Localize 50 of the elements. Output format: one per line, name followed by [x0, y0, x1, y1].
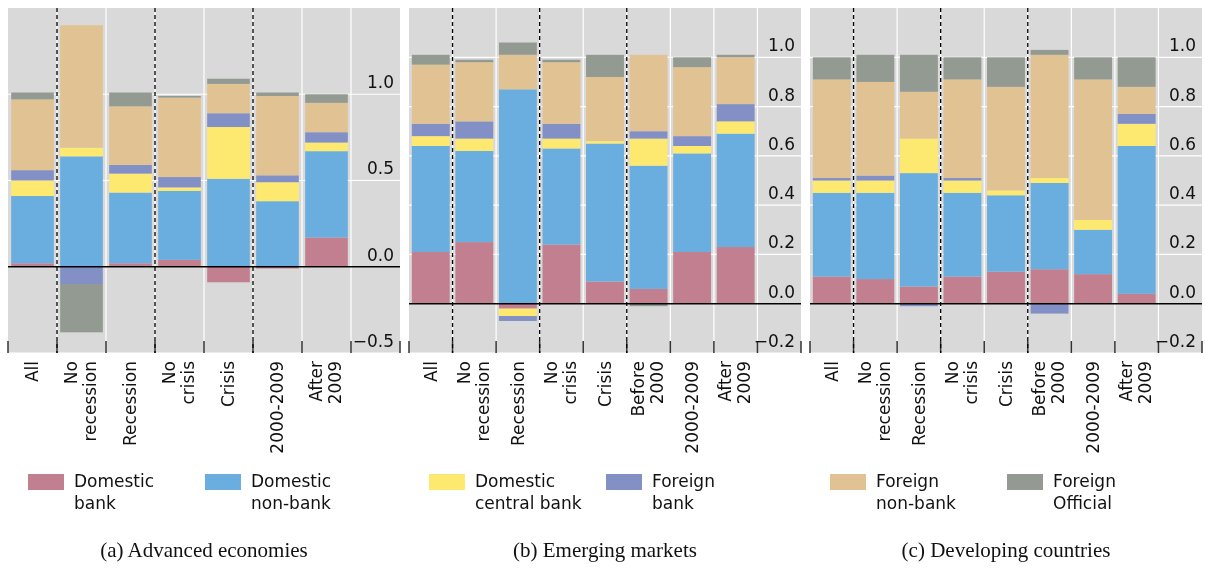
x-tick-label: Recession: [120, 361, 141, 446]
legend-label: Foreign non-bank: [876, 471, 957, 513]
y-tick-label: 0.6: [1168, 133, 1196, 154]
x-tick-label: 2000-2009: [682, 361, 703, 454]
x-tick-label: After 2009: [306, 360, 345, 405]
x-tick-label: No recession: [454, 361, 493, 442]
x-tick-label: Crisis: [995, 360, 1016, 408]
x-tick-label: No crisis: [541, 360, 580, 405]
x-tick-label: All: [821, 361, 842, 383]
x-tick-label: After 2009: [1116, 360, 1156, 405]
text: (a) Advanced economies: [100, 538, 308, 562]
y-tick-label: −0.2: [753, 330, 795, 351]
y-tick-label: 0.2: [1168, 232, 1196, 253]
y-tick-label: 0.4: [767, 183, 795, 204]
x-tick-label: All: [420, 361, 441, 383]
y-tick-label: 0.5: [366, 158, 394, 179]
x-tick-label: Crisis: [218, 360, 239, 408]
x-tick-label: Before 2000: [628, 361, 668, 417]
y-tick-label: 0.0: [366, 244, 394, 265]
x-tick-label: 2000-2009: [267, 361, 288, 454]
y-tick-label: 0.0: [767, 281, 795, 302]
y-tick-label: 1.0: [767, 35, 795, 56]
x-tick-label: No recession: [61, 361, 100, 442]
legend-label: Domestic non-bank: [251, 471, 332, 513]
x-tick-label: After 2009: [715, 360, 755, 405]
y-tick-label: 0.8: [767, 84, 795, 105]
y-tick-label: 0.4: [1168, 183, 1196, 204]
y-tick-label: 0.0: [1168, 281, 1196, 302]
y-tick-label: 1.0: [1168, 35, 1196, 56]
x-tick-label: All: [22, 361, 43, 383]
legend-label: Domestic central bank: [475, 471, 582, 513]
legend-label: Domestic bank: [74, 471, 155, 513]
x-tick-label: Recession: [507, 361, 528, 446]
text: (b) Emerging markets: [513, 538, 697, 562]
y-tick-label: −0.2: [1154, 330, 1196, 351]
x-tick-label: No crisis: [942, 360, 981, 405]
y-tick-label: 0.8: [1168, 84, 1196, 105]
x-tick-label: No recession: [855, 361, 894, 442]
x-tick-label: Recession: [908, 361, 929, 446]
x-tick-label: 2000-2009: [1083, 361, 1104, 454]
y-tick-label: −0.5: [352, 330, 394, 351]
x-tick-label: Before 2000: [1029, 361, 1069, 417]
legend-label: Foreign bank: [652, 471, 715, 513]
y-tick-label: 0.6: [767, 133, 795, 154]
y-tick-label: 1.0: [366, 72, 394, 93]
y-tick-label: 0.2: [767, 232, 795, 253]
text: (c) Developing countries: [901, 538, 1111, 562]
legend-label: Foreign Official: [1053, 471, 1116, 513]
x-tick-label: Crisis: [594, 360, 615, 408]
x-tick-label: No crisis: [159, 360, 198, 405]
